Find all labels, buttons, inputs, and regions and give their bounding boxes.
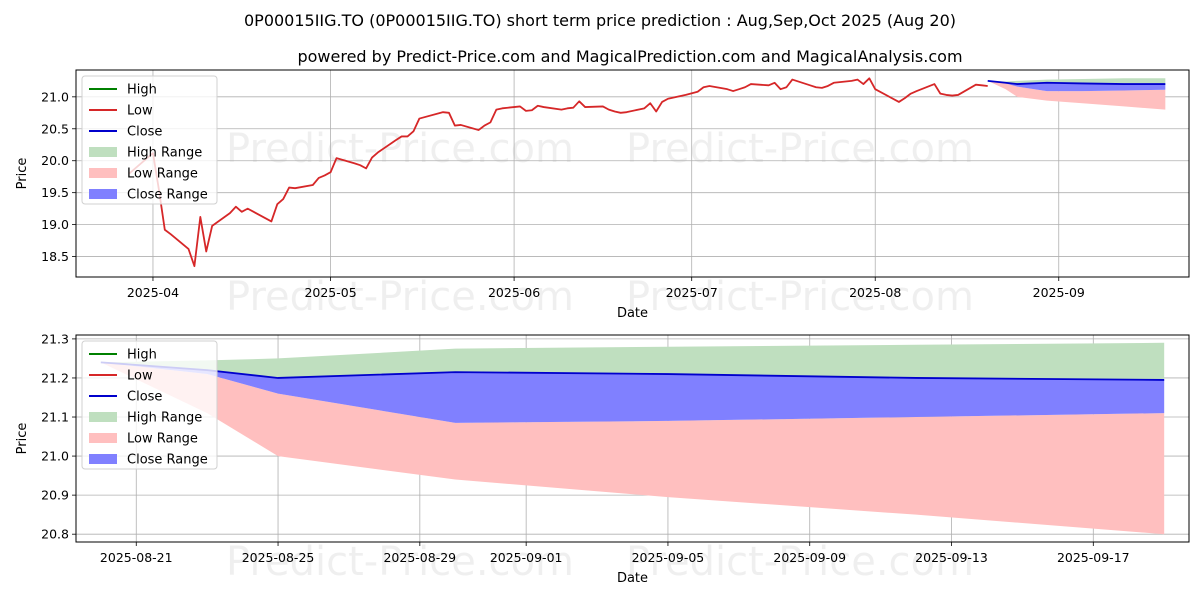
x-tick-label: 2025-06 [488,285,540,300]
y-tick-label: 18.5 [41,249,69,264]
y-tick-label: 21.1 [41,410,69,425]
legend-label: High Range [127,146,202,161]
y-tick-label: 21.0 [41,449,69,464]
chart-subtitle: powered by Predict-Price.com and Magical… [297,47,962,66]
high-range-band [100,342,1165,380]
forecast-panel: Predict-Price.comPredict-Price.comPredic… [15,331,1190,586]
watermark-text: Predict-Price.com [626,539,974,585]
watermark-text: Predict-Price.com [626,126,974,172]
legend-swatch [89,147,117,157]
legend-label: Close Range [127,188,208,203]
overview-panel: Predict-Price.com Predict-Price.com Predic… [15,69,1190,321]
axes-frame [75,69,1190,278]
legend-label: High [127,348,157,363]
y-axis-label: Price [15,158,30,190]
plot-area [128,77,1166,268]
low-range-band [987,80,1166,110]
x-tick-label: 2025-09-09 [773,550,846,565]
x-axis-label: Date [617,571,648,586]
y-tick-label: 20.5 [41,121,69,136]
low-line [128,77,988,268]
legend-swatch [89,189,117,199]
y-axis-label: Price [15,423,30,455]
x-tick-label: 2025-07 [666,285,718,300]
y-tick-label: 19.0 [41,217,69,232]
legend-label: Low Range [127,167,198,182]
legend-label: Low [127,369,153,384]
legend-swatch [89,168,117,178]
legend: High Low Close High Range Low Range Close Ran… [81,75,218,205]
y-tick-label: 21.3 [41,331,69,346]
x-tick-label: 2025-08-25 [242,550,315,565]
x-tick-label: 2025-08 [849,285,901,300]
close-range-band [100,362,1165,423]
x-tick-label: 2025-09-17 [1057,550,1130,565]
y-tick-label: 21.2 [41,370,69,385]
x-axis-label: Date [617,306,648,321]
x-tick-label: 2025-09-01 [490,550,563,565]
legend-label: Close [127,125,162,140]
legend-label: Low [127,104,153,119]
y-tick-label: 19.5 [41,185,69,200]
legend-label: Low Range [127,432,198,447]
x-tick-label: 2025-04 [127,285,179,300]
legend: High Low Close High Range Low Range Close Ran… [81,340,218,470]
legend-swatch [89,412,117,422]
legend-label: High [127,83,157,98]
y-tick-label: 21.0 [41,89,69,104]
legend-swatch [89,454,117,464]
x-tick-label: 2025-09 [1033,285,1085,300]
chart-title: 0P00015IIG.TO (0P00015IIG.TO) short term… [244,11,956,30]
plot-area [100,342,1165,535]
y-tick-label: 20.9 [41,488,69,503]
x-tick-label: 2025-05 [304,285,356,300]
legend-swatch [89,433,117,443]
low-range-band [100,362,1165,535]
legend-label: High Range [127,411,202,426]
watermark-text: Predict-Price.com [626,274,974,320]
close-range-band [987,80,1166,92]
axes-frame [75,334,1190,543]
watermark-text: Predict-Price.com [226,274,574,320]
watermark-text: Predict-Price.com [226,539,574,585]
legend-label: Close [127,390,162,405]
y-tick-label: 20.8 [41,527,69,542]
y-tick-label: 20.0 [41,153,69,168]
x-tick-label: 2025-08-29 [383,550,456,565]
x-tick-label: 2025-08-21 [100,550,173,565]
legend-label: Close Range [127,453,208,468]
x-tick-label: 2025-09-13 [915,550,988,565]
close-line [987,79,1166,85]
x-tick-label: 2025-09-05 [632,550,705,565]
watermark-text: Predict-Price.com [226,126,574,172]
